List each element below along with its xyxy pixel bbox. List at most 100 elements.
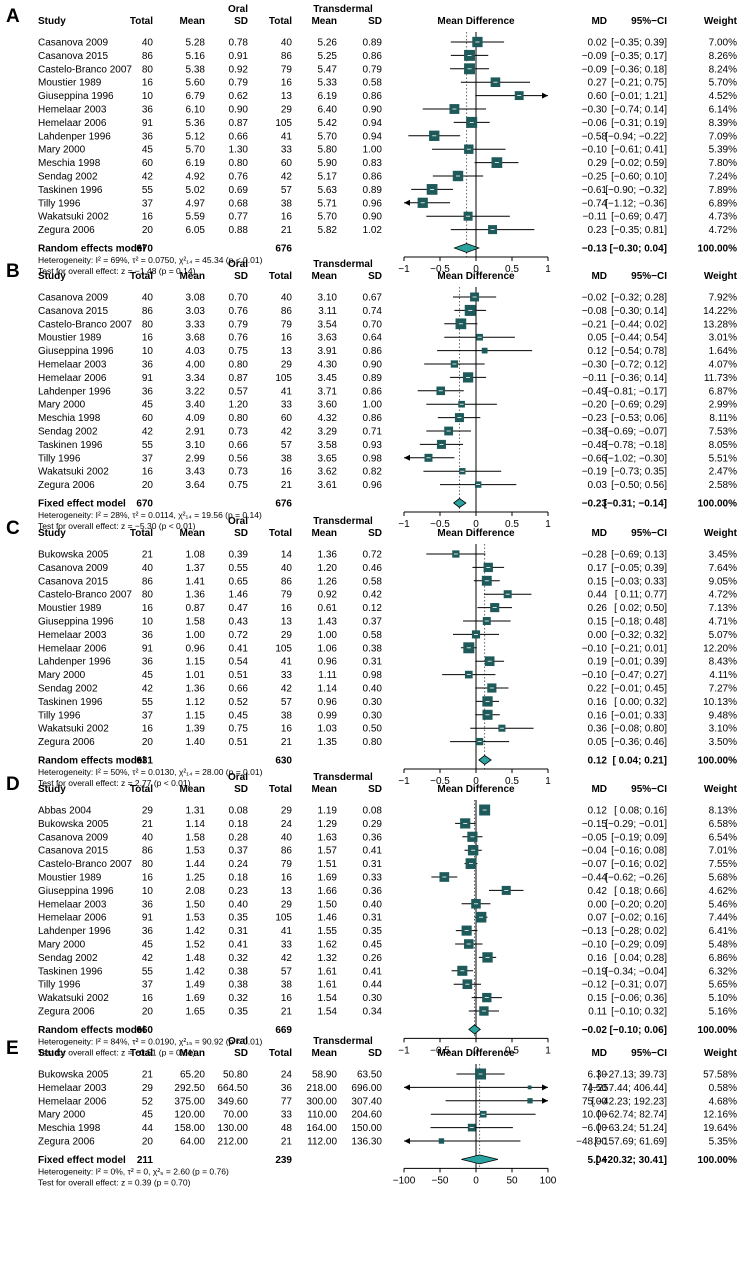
oral-total: 52 (142, 1096, 154, 1107)
weight-value: 9.05% (709, 576, 737, 587)
summary-md: −0.02 (582, 1025, 608, 1036)
heterogeneity-text: Heterogeneity: I² = 50%, τ² = 0.0130, χ²… (38, 767, 263, 777)
weight-value: 7.89% (709, 185, 737, 196)
transdermal-sd: 0.98 (363, 453, 383, 464)
transdermal-mean: 1.20 (318, 563, 338, 574)
md-value: −0.11 (582, 212, 607, 223)
heterogeneity-text: Heterogeneity: I² = 0%, τ² = 0, χ²₅ = 2.… (38, 1166, 229, 1176)
weight-value: 5.70% (709, 78, 737, 89)
weight-value: 7.92% (709, 293, 737, 304)
ci-value: [ −62.74; 82.74] (597, 1110, 667, 1121)
md-value: −0.30 (582, 105, 608, 116)
oral-sd: 0.24 (229, 859, 249, 870)
md-value: 0.03 (588, 480, 608, 491)
oral-mean: 158.00 (174, 1123, 205, 1134)
transdermal-sd: 0.89 (363, 38, 383, 49)
oral-total: 91 (142, 913, 154, 924)
ci-value: [−0.61; 0.41] (611, 145, 667, 156)
ci-value: [−1.12; −0.36] (605, 198, 667, 209)
oral-group-label: Oral (228, 4, 248, 15)
weight-value: 4.73% (709, 212, 737, 223)
study-name: Castelo-Branco 2007 (38, 590, 132, 601)
column-header: Mean (311, 784, 337, 795)
overall-effect-test: Test for overall effect: z = −5.30 (p < … (38, 521, 196, 531)
transdermal-sd: 0.96 (363, 198, 383, 209)
oral-total: 45 (142, 145, 154, 156)
weight-value: 7.44% (709, 913, 737, 924)
weight-value: 5.51% (709, 453, 737, 464)
oral-mean: 3.40 (186, 400, 206, 411)
x-tick-label: −0.5 (430, 264, 450, 275)
transdermal-mean: 3.11 (318, 306, 337, 317)
weight-value: 6.14% (709, 105, 737, 116)
oral-total: 36 (142, 105, 154, 116)
transdermal-mean: 5.70 (318, 212, 338, 223)
oral-total: 80 (142, 319, 154, 330)
weight-value: 10.13% (703, 697, 737, 708)
summary-weight: 100.00% (698, 1025, 738, 1036)
study-name: Tilly 1996 (38, 980, 81, 991)
transdermal-sd: 0.37 (363, 617, 383, 628)
oral-sd: 130.00 (217, 1123, 248, 1134)
transdermal-sd: 696.00 (351, 1083, 382, 1094)
column-header: Study (38, 1048, 66, 1059)
column-header: Mean (179, 528, 205, 539)
summary-label: Fixed effect model (38, 499, 126, 510)
x-tick-label: 50 (506, 1175, 518, 1186)
study-name: Moustier 1989 (38, 603, 102, 614)
md-value: 0.29 (588, 158, 608, 169)
oral-sd: 0.40 (229, 899, 249, 910)
transdermal-mean: 3.54 (318, 319, 338, 330)
md-value: 0.00 (588, 899, 608, 910)
md-value: −0.58 (582, 131, 608, 142)
study-name: Sendag 2002 (38, 172, 98, 183)
transdermal-group-label: Transdermal (313, 4, 373, 15)
transdermal-mean: 0.92 (318, 590, 338, 601)
study-name: Casanova 2009 (38, 38, 108, 49)
oral-mean: 64.00 (180, 1137, 205, 1148)
transdermal-total: 57 (281, 697, 293, 708)
transdermal-mean: 5.80 (318, 145, 338, 156)
transdermal-mean: 1.69 (318, 873, 338, 884)
md-value: −0.10 (582, 643, 608, 654)
ci-value: [−0.44; 0.02] (611, 319, 667, 330)
md-value: 0.26 (588, 603, 608, 614)
oral-total: 20 (142, 737, 154, 748)
transdermal-mean: 58.90 (312, 1070, 337, 1081)
study-name: Hemelaar 2006 (38, 118, 107, 129)
oral-total-summary: 631 (136, 756, 153, 767)
column-header: Total (130, 16, 153, 27)
oral-mean: 2.08 (186, 886, 206, 897)
md-value: 0.00 (588, 630, 608, 641)
transdermal-sd: 0.45 (363, 940, 383, 951)
column-header: Total (130, 528, 153, 539)
transdermal-total: 86 (281, 306, 293, 317)
transdermal-mean: 1.14 (318, 684, 338, 695)
oral-total: 29 (142, 806, 154, 817)
oral-total: 40 (142, 38, 154, 49)
weight-value: 7.27% (709, 684, 737, 695)
transdermal-mean: 1.26 (318, 576, 338, 587)
panel-letter: D (6, 774, 20, 795)
md-value: 0.11 (588, 1007, 607, 1018)
md-value: 0.16 (588, 953, 608, 964)
transdermal-mean: 1.11 (318, 670, 337, 681)
ci-value: [ −27.13; 39.73] (597, 1070, 667, 1081)
summary-weight: 100.00% (698, 499, 738, 510)
transdermal-sd: 0.94 (363, 118, 383, 129)
md-value: 0.22 (588, 684, 608, 695)
transdermal-total: 29 (281, 630, 293, 641)
weight-value: 4.07% (709, 360, 737, 371)
oral-mean: 65.20 (180, 1070, 205, 1081)
transdermal-total: 86 (281, 846, 293, 857)
oral-total-summary: 670 (136, 244, 153, 255)
oral-sd: 0.43 (229, 617, 249, 628)
transdermal-mean: 1.57 (318, 846, 338, 857)
transdermal-mean: 1.66 (318, 886, 338, 897)
x-tick-label: −0.5 (430, 1045, 450, 1056)
oral-total: 29 (142, 1083, 154, 1094)
transdermal-mean: 1.63 (318, 832, 338, 843)
weight-value: 7.13% (709, 603, 737, 614)
x-tick-label: −1 (398, 519, 410, 530)
transdermal-mean: 5.82 (318, 225, 338, 236)
